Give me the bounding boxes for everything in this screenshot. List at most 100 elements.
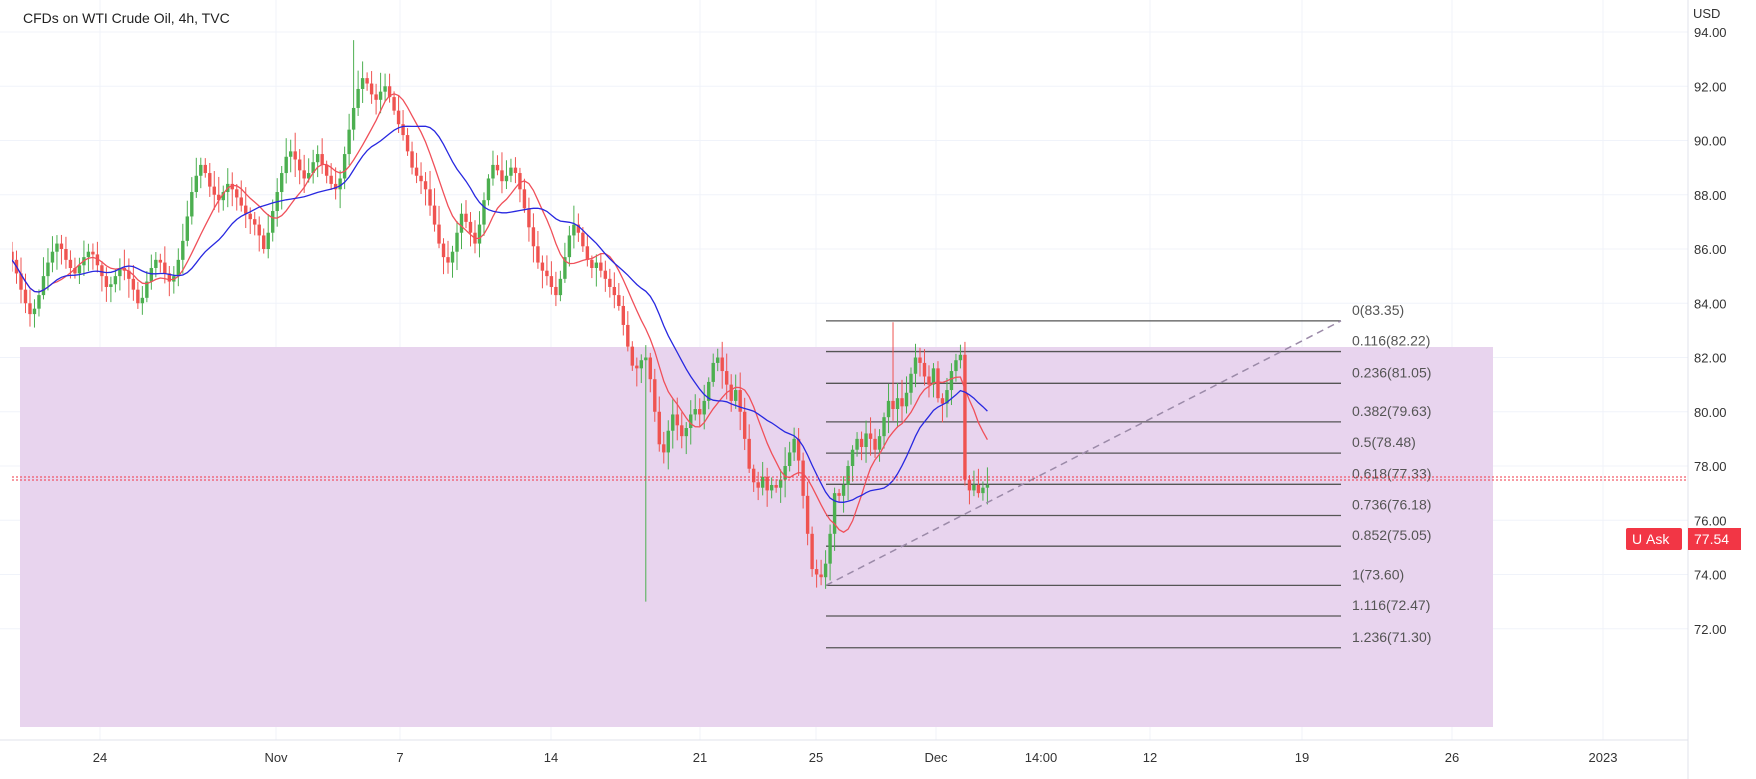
candle-body xyxy=(711,362,715,382)
candle-body xyxy=(563,257,567,279)
candle-body xyxy=(927,376,931,385)
candle-body xyxy=(585,246,590,260)
candle-body xyxy=(104,276,109,287)
candle-body xyxy=(513,167,518,174)
candle-body xyxy=(414,167,419,176)
fib-level-label: 0.116(82.22) xyxy=(1352,333,1430,349)
candle-body xyxy=(549,276,554,287)
trend-line[interactable] xyxy=(825,320,1342,587)
candle-body xyxy=(572,224,576,236)
candle-body xyxy=(801,460,805,496)
candle-body xyxy=(760,476,765,488)
time-tick-label: 24 xyxy=(93,750,107,765)
candle-body xyxy=(194,175,198,193)
candle-body xyxy=(212,186,216,195)
candle-body xyxy=(28,303,32,315)
candle-body xyxy=(698,409,702,415)
price-tick-label: 88.00 xyxy=(1694,188,1727,203)
candle-body xyxy=(221,192,225,201)
candle-body xyxy=(199,164,203,176)
candle-body xyxy=(145,281,149,298)
time-tick-label: 14 xyxy=(544,750,558,765)
candle-body xyxy=(747,438,751,469)
candle-body xyxy=(954,360,958,372)
candle-body xyxy=(446,257,450,263)
candle-body xyxy=(792,438,796,453)
candle-body xyxy=(176,259,181,277)
candle-body xyxy=(324,164,329,176)
candle-body xyxy=(329,175,333,184)
candle-body xyxy=(769,484,774,491)
candle-body xyxy=(913,357,918,374)
ask-badge[interactable]: U Ask 77.54 xyxy=(1626,528,1741,550)
candle-body xyxy=(181,240,185,260)
candle-body xyxy=(850,449,855,466)
candle-body xyxy=(230,183,234,190)
candle-body xyxy=(621,305,626,325)
candle-body xyxy=(918,357,922,363)
price-tick-label: 92.00 xyxy=(1694,79,1727,94)
candle-body xyxy=(23,289,28,304)
candle-body xyxy=(841,484,846,496)
time-tick-label: Nov xyxy=(264,750,288,765)
candle-body xyxy=(338,178,342,190)
candle-body xyxy=(680,425,684,437)
candle-body xyxy=(50,251,55,263)
candle-body xyxy=(482,200,486,225)
candle-body xyxy=(653,379,657,412)
fib-level-label: 0.5(78.48) xyxy=(1352,434,1416,450)
candle-body xyxy=(504,175,509,182)
price-tick-label: 82.00 xyxy=(1694,351,1727,366)
candle-body xyxy=(495,164,500,171)
candle-body xyxy=(859,438,864,448)
candle-body xyxy=(374,94,378,100)
candle-body xyxy=(630,346,635,366)
fib-level-label: 0.236(81.05) xyxy=(1352,364,1431,380)
candle-body xyxy=(819,574,823,578)
candle-body xyxy=(626,324,630,347)
candle-body xyxy=(765,476,769,491)
fib-zone xyxy=(20,347,1493,727)
candle-body xyxy=(136,289,140,304)
candle-body xyxy=(886,400,891,418)
candle-body xyxy=(244,205,248,214)
candle-body xyxy=(877,436,882,450)
dashed-trend-line[interactable] xyxy=(825,320,1342,587)
fib-zone-rect xyxy=(20,347,1493,727)
candle-body xyxy=(423,181,428,190)
candle-body xyxy=(756,482,760,488)
candle-body xyxy=(387,86,392,98)
candle-body xyxy=(837,493,841,496)
candle-body xyxy=(347,129,351,155)
candle-body xyxy=(131,278,136,290)
candle-body xyxy=(985,484,990,488)
candle-body xyxy=(558,278,563,296)
candle-body xyxy=(392,97,396,111)
candle-body xyxy=(19,273,23,290)
candle-body xyxy=(55,243,59,252)
price-tick-label: 72.00 xyxy=(1694,622,1727,637)
candle-body xyxy=(468,221,473,233)
candle-body xyxy=(675,414,679,426)
candle-body xyxy=(666,430,670,453)
candle-body xyxy=(787,452,792,466)
time-axis[interactable]: 24 Nov 7 14 21 25 Dec 12 19 26 2023 14:00 xyxy=(93,748,1618,770)
candle-body xyxy=(342,154,347,179)
candle-body xyxy=(702,400,706,415)
candle-body xyxy=(369,83,374,95)
price-tick-label: 78.00 xyxy=(1694,459,1727,474)
candle-body xyxy=(297,159,302,171)
price-tick-label: 86.00 xyxy=(1694,242,1727,257)
candle-body xyxy=(846,466,850,485)
candle-body xyxy=(208,173,212,187)
candle-body xyxy=(958,354,963,361)
candle-body xyxy=(266,232,270,249)
fib-level-label: 1.236(71.30) xyxy=(1352,629,1431,645)
price-tick-label: 80.00 xyxy=(1694,405,1727,420)
price-axis[interactable]: 94.00 92.00 90.00 88.00 86.00 84.00 82.00 80.00… xyxy=(1694,25,1727,637)
candle-body xyxy=(949,371,954,391)
candle-body xyxy=(828,533,832,564)
candle-body xyxy=(356,88,360,108)
